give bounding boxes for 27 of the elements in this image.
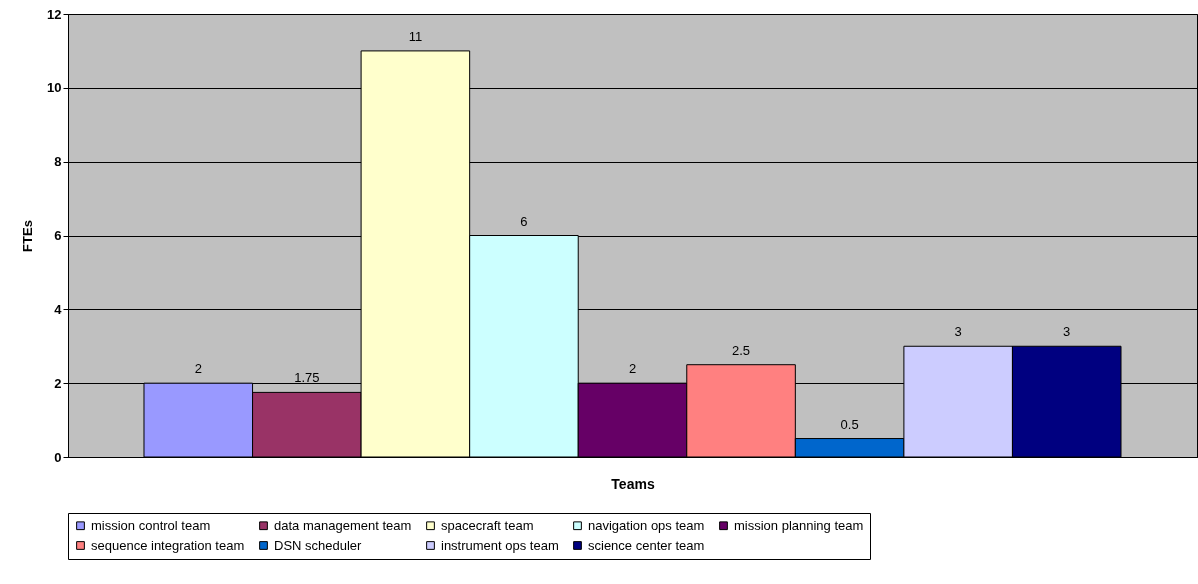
y-axis-title: FTEs bbox=[20, 220, 36, 252]
legend-label: navigation ops team bbox=[588, 517, 705, 533]
legend-label: mission planning team bbox=[734, 517, 864, 533]
data-label: 2.5 bbox=[732, 342, 751, 358]
data-label: 11 bbox=[408, 28, 423, 44]
y-tick-label: 8 bbox=[54, 154, 62, 170]
data-label: 3 bbox=[1063, 324, 1071, 340]
legend-label: mission control team bbox=[91, 517, 211, 533]
legend-label: spacecraft team bbox=[441, 517, 534, 533]
y-tick-label: 4 bbox=[54, 301, 63, 317]
legend-label: data management team bbox=[274, 517, 412, 533]
y-tick-label: 12 bbox=[47, 6, 62, 22]
legend-label: sequence integration team bbox=[91, 537, 245, 553]
legend-label: science center team bbox=[588, 537, 705, 553]
y-tick-label: 2 bbox=[54, 375, 62, 391]
data-label: 6 bbox=[520, 213, 528, 229]
legend-label: DSN scheduler bbox=[274, 537, 363, 553]
data-label: 2 bbox=[628, 361, 637, 377]
x-axis-title: Teams bbox=[611, 475, 655, 492]
data-label: 0.5 bbox=[840, 416, 859, 432]
y-tick-label: 0 bbox=[54, 449, 62, 465]
y-tick-label: 10 bbox=[47, 80, 62, 96]
legend-label: instrument ops team bbox=[441, 537, 559, 553]
data-label: 1.75 bbox=[294, 370, 320, 386]
y-tick-label: 6 bbox=[54, 228, 62, 243]
data-label: 2 bbox=[194, 361, 202, 377]
data-label: 3 bbox=[954, 324, 962, 340]
